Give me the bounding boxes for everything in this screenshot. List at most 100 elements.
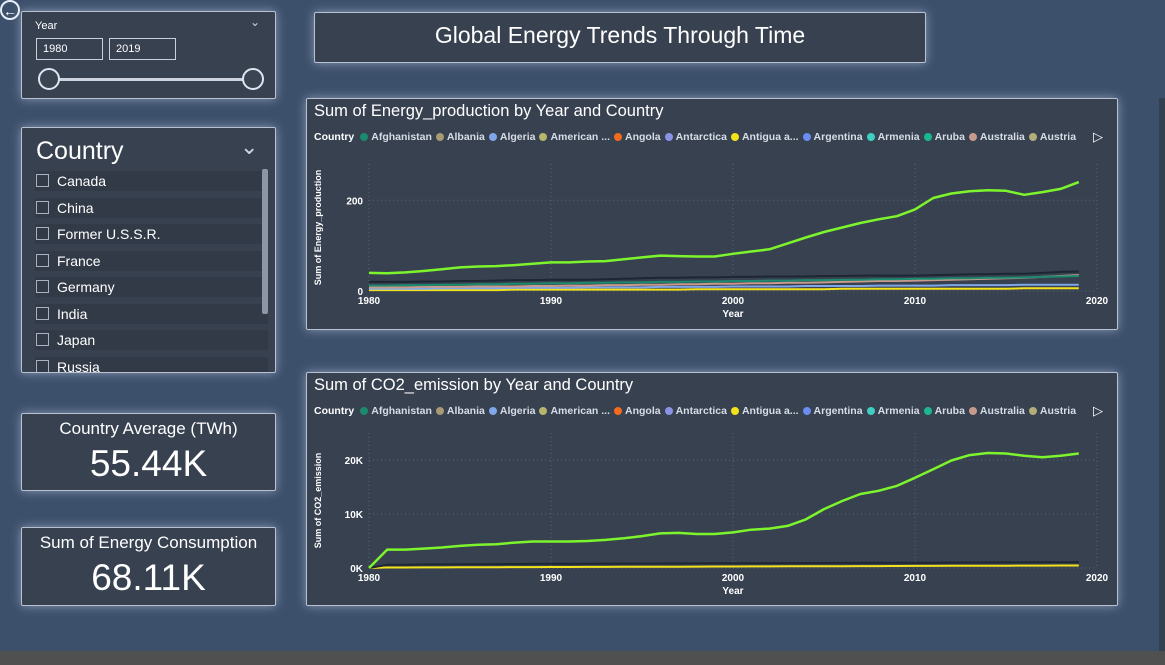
country-list-item[interactable]: Russia xyxy=(35,356,268,372)
legend-item[interactable]: Aruba xyxy=(923,131,965,143)
y-axis-label: Sum of Energy_production xyxy=(313,170,323,286)
y-tick-label: 10K xyxy=(345,510,364,521)
year-range-track[interactable] xyxy=(50,78,252,81)
legend-label: Armenia xyxy=(877,405,920,417)
country-list-scrollbar[interactable] xyxy=(262,169,268,314)
legend-label: Antigua a... xyxy=(741,131,799,143)
y-tick-label: 200 xyxy=(346,196,363,207)
legend-label: Antigua a... xyxy=(741,405,799,417)
legend-header: Country xyxy=(314,131,355,143)
checkbox[interactable] xyxy=(36,333,49,346)
legend-label: Angola xyxy=(625,131,661,143)
country-list-item[interactable]: China xyxy=(35,197,268,218)
year-to-input[interactable]: 2019 xyxy=(109,38,176,60)
legend-item[interactable]: Albania xyxy=(435,131,485,143)
card-value: 55.44K xyxy=(89,443,208,484)
checkbox[interactable] xyxy=(36,200,49,214)
country-list-item[interactable]: Japan xyxy=(35,330,268,350)
country-list-item[interactable]: India xyxy=(35,303,268,324)
legend-item[interactable]: Argentina xyxy=(802,405,863,417)
legend-label: Armenia xyxy=(877,131,920,143)
legend-item[interactable]: American ... xyxy=(539,131,610,143)
legend-label: Australia xyxy=(979,131,1025,143)
legend-swatch xyxy=(923,407,932,415)
legend-item[interactable]: Algeria xyxy=(488,405,535,417)
y-tick-label: 0K xyxy=(350,564,364,575)
energy-production-chart[interactable]: Sum of Energy_production by Year and Cou… xyxy=(306,98,1118,330)
legend-swatch xyxy=(488,407,497,415)
legend-item[interactable]: Argentina xyxy=(802,131,863,143)
x-tick-label: 1990 xyxy=(540,573,563,584)
legend-next-icon[interactable]: ▷ xyxy=(1093,403,1103,418)
country-list-item[interactable]: Former U.S.S.R. xyxy=(35,224,268,244)
legend-item[interactable]: Australia xyxy=(968,405,1025,417)
legend-swatch xyxy=(1028,133,1037,141)
checkbox[interactable] xyxy=(36,174,49,187)
series-line xyxy=(368,564,1079,569)
legend-swatch xyxy=(435,133,444,141)
legend-swatch xyxy=(614,133,622,141)
legend-item[interactable]: Austria xyxy=(1028,131,1076,143)
chart-plot: 1980 1990 2000 2010 2020 0 200 Year Sum of Energ… xyxy=(313,164,1109,320)
x-tick-label: 2010 xyxy=(904,573,927,584)
year-from-input[interactable]: 1980 xyxy=(36,38,103,60)
legend-item[interactable]: Antigua a... xyxy=(730,405,799,417)
year-range-end-handle[interactable] xyxy=(242,68,264,90)
country-label: Japan xyxy=(57,332,96,348)
chart-legend: Country Afghanistan Albania Algeria American… xyxy=(314,131,1080,145)
legend-item[interactable]: Aruba xyxy=(923,405,965,417)
legend-label: American ... xyxy=(550,131,610,143)
country-list-item[interactable]: Germany xyxy=(35,277,268,297)
country-slicer-label: Country xyxy=(36,137,124,165)
legend-item[interactable]: Australia xyxy=(968,131,1025,143)
checkbox[interactable] xyxy=(36,280,49,293)
legend-swatch xyxy=(664,407,673,415)
legend-swatch xyxy=(923,133,932,141)
legend-item[interactable]: Antarctica xyxy=(664,131,727,143)
legend-item[interactable]: Afghanistan xyxy=(360,131,432,143)
x-tick-label: 2020 xyxy=(1086,296,1109,307)
legend-item[interactable]: Angola xyxy=(614,405,661,417)
country-label: Germany xyxy=(57,279,115,295)
x-tick-label: 2000 xyxy=(722,296,745,307)
legend-item[interactable]: American ... xyxy=(539,405,610,417)
legend-label: Australia xyxy=(979,405,1025,417)
co2-emission-chart[interactable]: Sum of CO2_emission by Year and Country … xyxy=(306,372,1118,606)
legend-next-icon[interactable]: ▷ xyxy=(1093,129,1103,144)
series-line xyxy=(369,274,1079,289)
series-line xyxy=(368,180,1080,275)
country-list-item[interactable]: Canada xyxy=(35,171,268,191)
series-line xyxy=(368,451,1079,569)
legend-item[interactable]: Armenia xyxy=(866,405,920,417)
legend-swatch xyxy=(539,407,548,415)
checkbox[interactable] xyxy=(36,306,49,320)
legend-swatch xyxy=(730,407,739,415)
x-axis-label: Year xyxy=(722,586,743,597)
legend-item[interactable]: Armenia xyxy=(866,131,920,143)
legend-swatch xyxy=(435,407,444,415)
chevron-down-icon[interactable]: ⌄ xyxy=(250,15,261,29)
y-tick-label: 0 xyxy=(357,287,363,298)
bottom-bar xyxy=(0,651,1165,665)
checkbox[interactable] xyxy=(36,253,49,267)
checkbox[interactable] xyxy=(36,227,49,240)
legend-swatch xyxy=(614,407,622,415)
legend-item[interactable]: Afghanistan xyxy=(360,405,432,417)
legend-item[interactable]: Algeria xyxy=(488,131,535,143)
legend-label: Aruba xyxy=(934,405,965,417)
legend-swatch xyxy=(866,133,875,141)
legend-item[interactable]: Angola xyxy=(614,131,661,143)
country-list-item[interactable]: France xyxy=(35,250,268,271)
legend-item[interactable]: Antigua a... xyxy=(730,131,799,143)
checkbox[interactable] xyxy=(36,359,49,372)
year-range-start-handle[interactable] xyxy=(38,68,60,90)
back-arrow-icon[interactable]: ← xyxy=(0,0,20,20)
chart-legend: Country Afghanistan Albania Algeria American… xyxy=(314,405,1080,419)
legend-item[interactable]: Antarctica xyxy=(664,405,727,417)
legend-label: Aruba xyxy=(934,131,965,143)
series-line xyxy=(369,283,1079,290)
legend-item[interactable]: Austria xyxy=(1028,405,1076,417)
x-tick-label: 2010 xyxy=(904,296,927,307)
chevron-down-icon[interactable]: ⌄ xyxy=(240,134,259,159)
legend-item[interactable]: Albania xyxy=(435,405,485,417)
